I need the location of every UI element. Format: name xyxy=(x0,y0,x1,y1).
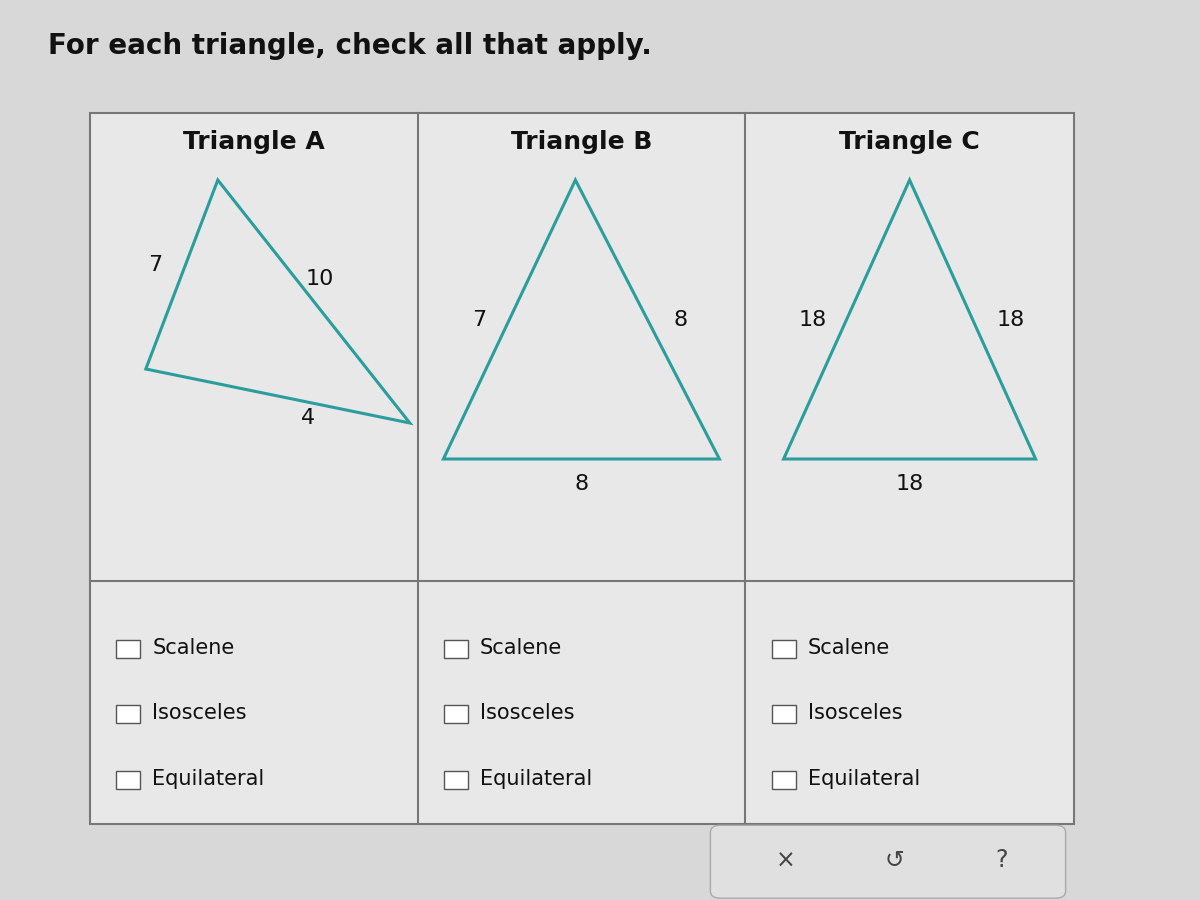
Text: Triangle A: Triangle A xyxy=(182,130,325,155)
Text: 8: 8 xyxy=(674,310,688,329)
Text: For each triangle, check all that apply.: For each triangle, check all that apply. xyxy=(48,32,652,59)
Bar xyxy=(444,706,468,724)
Text: Scalene: Scalene xyxy=(152,637,235,658)
Bar xyxy=(772,770,796,788)
Text: ×: × xyxy=(776,849,796,872)
Text: 10: 10 xyxy=(306,269,334,289)
Bar xyxy=(772,706,796,724)
Text: 18: 18 xyxy=(997,310,1025,329)
Text: Equilateral: Equilateral xyxy=(480,769,593,789)
Text: ?: ? xyxy=(996,849,1008,872)
Bar xyxy=(772,640,796,658)
Text: 7: 7 xyxy=(149,256,162,275)
Text: 18: 18 xyxy=(799,310,827,329)
Text: Triangle B: Triangle B xyxy=(511,130,652,155)
Bar xyxy=(90,112,1074,824)
Text: Scalene: Scalene xyxy=(480,637,563,658)
Bar xyxy=(116,770,140,788)
Text: 8: 8 xyxy=(575,474,588,494)
Bar xyxy=(116,640,140,658)
Text: Isosceles: Isosceles xyxy=(480,703,575,724)
Text: 4: 4 xyxy=(301,409,314,428)
Text: 18: 18 xyxy=(895,474,924,494)
Text: 7: 7 xyxy=(473,310,486,329)
Text: Equilateral: Equilateral xyxy=(152,769,265,789)
Text: Isosceles: Isosceles xyxy=(152,703,247,724)
Bar xyxy=(444,770,468,788)
Text: Scalene: Scalene xyxy=(808,637,890,658)
Text: Equilateral: Equilateral xyxy=(808,769,920,789)
FancyBboxPatch shape xyxy=(710,825,1066,898)
Bar xyxy=(116,706,140,724)
Text: Triangle C: Triangle C xyxy=(839,130,980,155)
Text: Isosceles: Isosceles xyxy=(808,703,902,724)
Bar xyxy=(444,640,468,658)
Text: ↺: ↺ xyxy=(884,849,904,872)
